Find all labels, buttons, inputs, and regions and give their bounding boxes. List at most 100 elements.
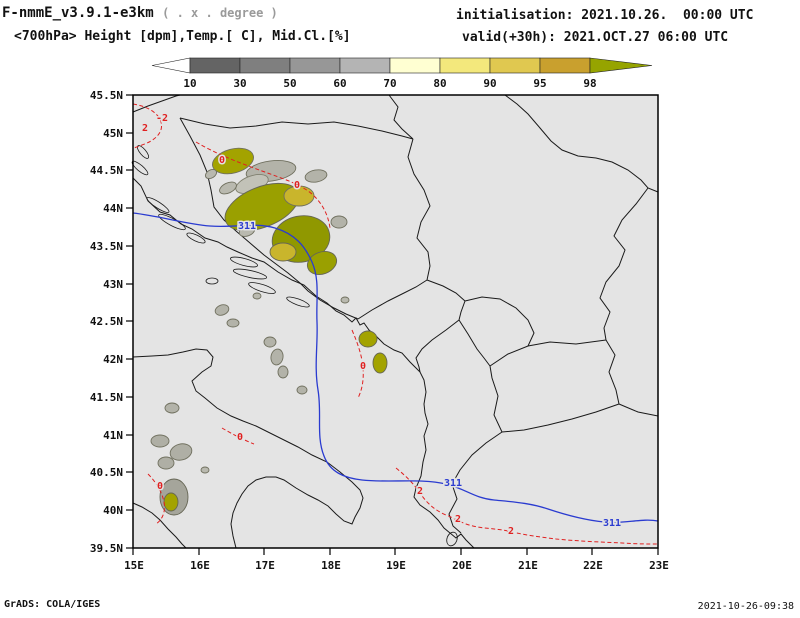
lon-tick-label: 17E <box>255 559 275 572</box>
country-border <box>415 319 460 373</box>
country-border <box>501 403 620 433</box>
colorbar-segment <box>489 57 541 74</box>
map-background <box>133 95 658 548</box>
coastline <box>132 348 364 549</box>
colorbar-segment <box>389 57 441 74</box>
temperature-contour-label: 2 <box>508 526 514 537</box>
cloud-cover-area <box>164 402 180 414</box>
colorbar-tick-label: 98 <box>583 77 596 90</box>
cloud-cover-area <box>296 385 308 395</box>
lon-tick-label: 23E <box>649 559 669 572</box>
lat-tick-label: 42.5N <box>90 315 123 328</box>
country-border <box>179 117 414 140</box>
cloud-cover-area <box>204 168 218 180</box>
colorbar-tick-label: 95 <box>533 77 546 90</box>
lon-tick-label: 22E <box>583 559 603 572</box>
cloud-cover-area <box>212 147 254 175</box>
model-resolution: ( . x . degree ) <box>162 6 278 20</box>
initialisation-time: initialisation: 2021.10.26. 00:00 UTC <box>456 8 754 23</box>
country-border <box>605 339 620 405</box>
country-border <box>458 319 491 367</box>
island-outline <box>286 296 310 308</box>
temperature-contour-label: 0 <box>237 432 243 443</box>
creation-timestamp: 2021-10-26-09:38 <box>697 601 794 612</box>
cloud-cover-area <box>219 181 237 195</box>
cloud-cover-area <box>358 330 378 348</box>
lon-tick-label: 21E <box>518 559 538 572</box>
cloud-cover-area <box>163 492 179 512</box>
height-contour-label: 311 <box>603 518 621 529</box>
colorbar-segment <box>239 57 291 74</box>
colorbar-tick-label: 90 <box>483 77 496 90</box>
lon-tick-label: 18E <box>321 559 341 572</box>
grads-credit: GrADS: COLA/IGES <box>4 599 101 610</box>
valid-time: valid(+30h): 2021.OCT.27 06:00 UTC <box>462 30 729 45</box>
island-outline <box>136 145 150 159</box>
island-outline <box>158 213 186 231</box>
cloud-cover-area <box>169 443 193 461</box>
lat-tick-label: 45N <box>103 127 123 140</box>
cloud-cover-area <box>200 466 210 474</box>
lat-tick-label: 44.5N <box>90 164 123 177</box>
coastline <box>132 502 187 549</box>
cloud-cover-area <box>340 296 350 304</box>
temperature-contour-label: 0 <box>157 481 163 492</box>
cloud-cover-area <box>263 336 277 348</box>
lat-tick-label: 44N <box>103 202 123 215</box>
country-border <box>179 117 359 320</box>
colorbar-left-arrow <box>151 57 191 74</box>
field-title: <700hPa> Height [dpm],Temp.[ C], Mid.Cl.… <box>14 29 351 44</box>
temperature-contour <box>195 141 331 229</box>
temperature-contour <box>221 427 255 445</box>
lat-tick-label: 43N <box>103 278 123 291</box>
country-border <box>618 403 659 417</box>
colorbar-segment <box>189 57 241 74</box>
country-border <box>407 138 431 281</box>
cloud-cover-area <box>150 434 170 448</box>
temperature-contour-label: 2 <box>417 486 423 497</box>
lat-tick-label: 40.5N <box>90 466 123 479</box>
temperature-contour-label: 0 <box>294 180 300 191</box>
lat-tick-label: 39.5N <box>90 542 123 555</box>
cloud-cover-area <box>252 292 262 300</box>
lon-tick-label: 15E <box>124 559 144 572</box>
temperature-contour-label: 2 <box>142 123 148 134</box>
lon-tick-label: 19E <box>386 559 406 572</box>
colorbar-segment <box>439 57 491 74</box>
temperature-contour <box>132 103 163 149</box>
lat-tick-label: 40N <box>103 504 123 517</box>
cloud-cover-area <box>330 215 348 229</box>
model-title-line: F-nmmE_v3.9.1-e3km ( . x . degree ) <box>2 5 278 21</box>
temperature-contour-label: 2 <box>455 514 461 525</box>
island-outline <box>230 256 258 268</box>
cloud-cover-area <box>270 348 284 366</box>
cloud-cover-area <box>304 169 328 183</box>
island-outline <box>186 232 206 244</box>
temperature-contour-label: 0 <box>219 155 225 166</box>
model-title: F-nmmE_v3.9.1-e3km <box>2 5 154 21</box>
lat-tick-label: 42N <box>103 353 123 366</box>
colorbar-tick-label: 30 <box>233 77 246 90</box>
island-outline <box>446 531 458 547</box>
coastline <box>132 177 475 549</box>
country-border <box>388 94 414 140</box>
temperature-contour <box>147 473 165 525</box>
temperature-contour-label: 0 <box>360 361 366 372</box>
lon-tick-label: 16E <box>190 559 210 572</box>
country-border <box>489 339 607 367</box>
island-outline <box>248 282 276 294</box>
country-border <box>448 431 503 534</box>
island-outline <box>232 268 268 280</box>
height-contour-label: 311 <box>238 221 256 232</box>
island-outline <box>146 197 170 213</box>
colorbar-tick-label: 10 <box>183 77 196 90</box>
lat-tick-label: 41N <box>103 429 123 442</box>
country-border <box>504 94 659 193</box>
colorbar-segment <box>539 57 591 74</box>
cloud-cover-area <box>372 352 388 374</box>
temperature-contour <box>395 467 659 545</box>
lon-tick-label: 20E <box>452 559 472 572</box>
colorbar-segment <box>289 57 341 74</box>
